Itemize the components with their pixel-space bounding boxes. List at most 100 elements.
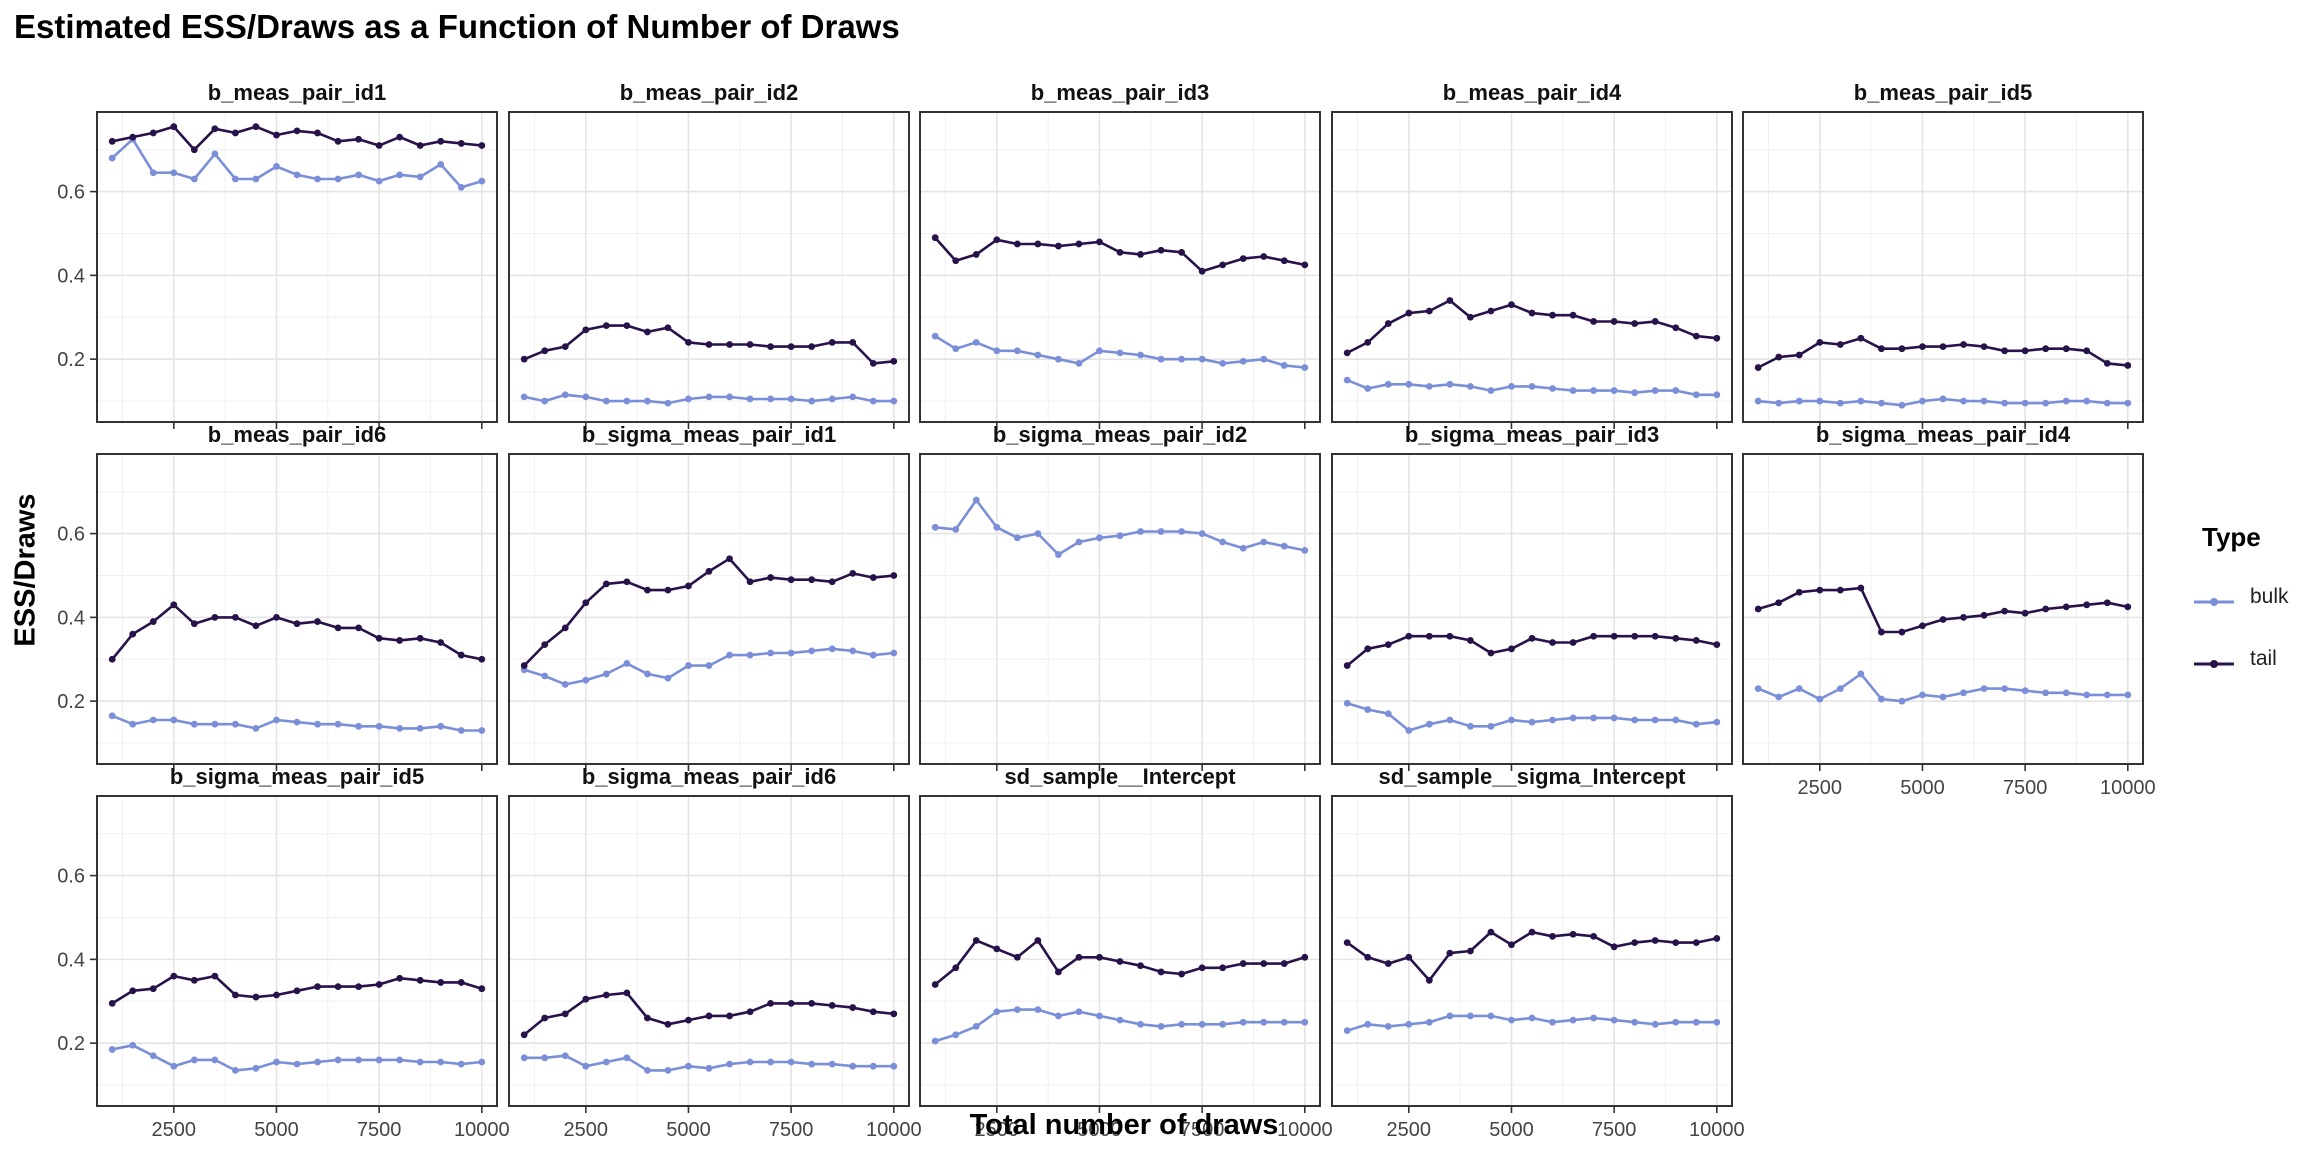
data-point-bulk	[1672, 387, 1680, 394]
data-point-tail	[1610, 943, 1618, 951]
data-point-bulk	[1260, 1018, 1268, 1026]
data-point-tail	[1219, 261, 1227, 269]
data-point-tail	[1898, 628, 1906, 636]
data-point-tail	[396, 637, 404, 644]
data-point-tail	[1405, 632, 1413, 640]
data-point-tail	[211, 972, 219, 980]
data-point-tail	[1569, 311, 1577, 319]
data-point-bulk	[705, 662, 713, 669]
data-point-tail	[1466, 313, 1474, 321]
data-point-tail	[1364, 953, 1372, 961]
data-point-tail	[1919, 622, 1926, 630]
data-point-tail	[993, 945, 1001, 953]
data-point-tail	[561, 343, 569, 350]
facet-panel-sd_sample__sigma_Intercept: sd_sample__sigma_Intercept 2500 5000 7500 10…	[1331, 764, 1745, 1141]
data-point-bulk	[252, 175, 260, 183]
data-point-bulk	[129, 1041, 137, 1049]
x-tick-label: 7500	[357, 1119, 402, 1141]
facet-panel-b_meas_pair_id3: b_meas_pair_id3	[919, 80, 1321, 429]
data-point-tail	[437, 979, 445, 986]
data-point-bulk	[726, 1060, 733, 1068]
data-point-bulk	[1364, 706, 1372, 713]
data-point-tail	[1487, 928, 1495, 936]
data-point-bulk	[582, 1062, 590, 1070]
data-point-bulk	[602, 670, 610, 678]
data-point-tail	[1343, 939, 1351, 947]
data-point-bulk	[1775, 399, 1783, 407]
data-point-bulk	[1590, 714, 1598, 722]
data-point-tail	[1508, 301, 1515, 309]
data-point-bulk	[2124, 691, 2132, 699]
data-point-bulk	[211, 150, 219, 158]
data-point-tail	[643, 1014, 651, 1022]
x-tick-label: 2500	[1387, 1119, 1432, 1141]
data-point-bulk	[1405, 380, 1413, 388]
data-point-tail	[252, 993, 260, 1001]
data-point-bulk	[1425, 382, 1433, 390]
data-point-bulk	[108, 712, 116, 720]
y-tick-label: 0.4	[57, 265, 85, 287]
data-point-tail	[314, 983, 321, 991]
data-point-bulk	[1692, 391, 1700, 399]
data-point-bulk	[1280, 542, 1288, 550]
data-point-tail	[1157, 246, 1165, 254]
data-point-bulk	[1590, 387, 1598, 394]
data-point-tail	[1528, 634, 1536, 642]
data-point-tail	[1446, 949, 1454, 957]
data-point-bulk	[1672, 1018, 1680, 1026]
data-point-bulk	[1034, 351, 1042, 359]
data-point-bulk	[457, 184, 465, 191]
data-point-tail	[1384, 641, 1392, 649]
data-point-tail	[416, 142, 424, 149]
series-line-tail	[1757, 586, 2129, 634]
data-point-bulk	[972, 339, 980, 346]
facet-panel-b_sigma_meas_pair_id2: b_sigma_meas_pair_id2	[919, 422, 1321, 771]
data-point-bulk	[1939, 693, 1947, 701]
legend-key-tail	[2194, 660, 2234, 668]
data-point-tail	[2083, 601, 2091, 609]
data-point-tail	[1692, 637, 1700, 644]
panel-border	[1331, 453, 1733, 765]
data-point-bulk	[437, 160, 445, 168]
data-point-tail	[1198, 267, 1206, 275]
data-point-tail	[355, 135, 363, 143]
data-point-bulk	[375, 1056, 383, 1064]
x-axis-label: Total number of draws	[969, 1109, 1279, 1141]
data-point-tail	[314, 618, 321, 625]
data-point-bulk	[1384, 380, 1392, 388]
data-point-bulk	[1754, 397, 1762, 405]
data-point-bulk	[355, 171, 363, 179]
data-point-bulk	[334, 1056, 342, 1064]
facet-panel-b_meas_pair_id2: b_meas_pair_id2	[508, 80, 910, 429]
data-point-tail	[1939, 616, 1947, 623]
data-point-tail	[2103, 599, 2111, 607]
panel-border	[508, 795, 910, 1107]
data-point-bulk	[1857, 397, 1865, 405]
data-point-bulk	[1631, 1018, 1639, 1026]
data-point-tail	[1836, 586, 1844, 594]
data-point-tail	[685, 1016, 692, 1024]
panel-border	[508, 453, 910, 765]
series-line-tail	[1346, 930, 1718, 982]
data-point-bulk	[1466, 382, 1474, 390]
data-point-bulk	[1137, 1020, 1144, 1028]
data-point-tail	[1364, 645, 1372, 653]
series-line-tail	[1346, 299, 1717, 355]
data-point-tail	[869, 1008, 877, 1016]
data-point-tail	[1116, 248, 1124, 256]
data-point-tail	[1960, 341, 1967, 348]
legend-item-tail: tail	[2180, 641, 2304, 703]
x-tick-label: 5000	[1489, 1119, 1534, 1141]
data-point-tail	[1198, 964, 1206, 972]
data-point-bulk	[2103, 399, 2111, 407]
data-point-bulk	[1178, 528, 1186, 535]
data-point-tail	[1466, 947, 1474, 955]
data-point-tail	[561, 1010, 569, 1018]
data-point-bulk	[273, 163, 280, 170]
data-point-tail	[1939, 343, 1947, 350]
data-point-tail	[1487, 307, 1495, 315]
panel-border	[919, 795, 1321, 1107]
data-point-bulk	[396, 171, 404, 179]
data-point-tail	[705, 1012, 713, 1020]
data-point-bulk	[437, 722, 445, 730]
